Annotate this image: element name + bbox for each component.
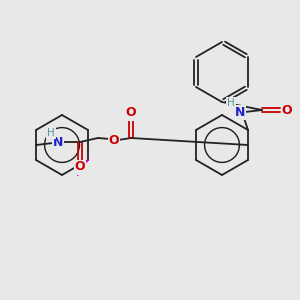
Text: O: O [75, 160, 85, 173]
Text: N: N [235, 106, 245, 118]
Text: O: O [126, 106, 136, 119]
Text: N: N [53, 136, 63, 148]
Text: I: I [76, 166, 80, 178]
Text: H: H [47, 128, 55, 138]
Text: H: H [227, 98, 235, 108]
Text: O: O [282, 103, 292, 116]
Text: O: O [109, 134, 119, 146]
